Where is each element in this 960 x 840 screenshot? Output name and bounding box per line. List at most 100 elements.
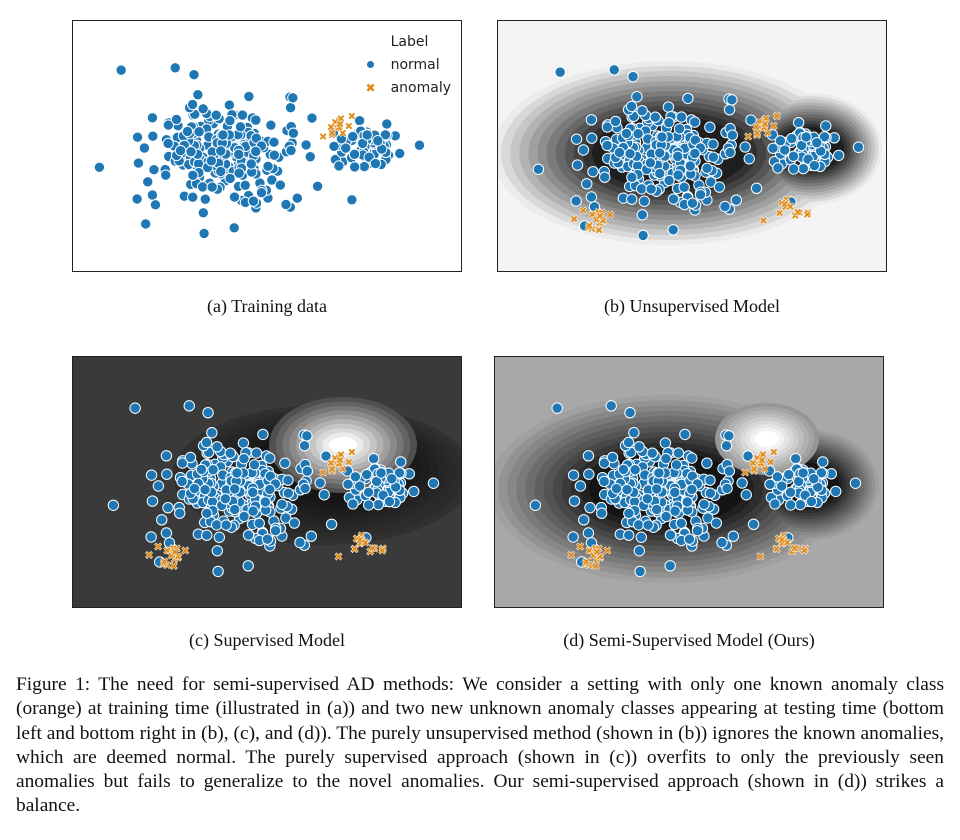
normal-point (247, 486, 259, 499)
normal-point (280, 512, 292, 524)
anomaly-point: ✖ (598, 215, 607, 228)
normal-point (694, 189, 707, 201)
anomaly-point: ✖ (803, 209, 812, 222)
normal-point (747, 518, 760, 531)
anomaly-point: ✖ (335, 454, 344, 467)
normal-point (654, 147, 666, 159)
normal-point (160, 527, 173, 539)
normal-point (146, 495, 159, 507)
normal-point (808, 159, 821, 172)
normal-point (224, 114, 236, 127)
normal-point (264, 452, 276, 464)
normal-point (627, 70, 639, 83)
normal-point (383, 495, 396, 508)
anomaly-point: ✖ (763, 127, 772, 140)
normal-point (243, 90, 255, 103)
normal-point (670, 459, 683, 471)
normal-point (719, 200, 731, 213)
normal-point (305, 530, 318, 542)
anomaly-point: ✖ (355, 534, 364, 547)
normal-point (613, 146, 626, 159)
anomaly-point: ✖ (778, 537, 787, 550)
anomaly-point: ✖ (594, 206, 603, 219)
density-contour (329, 437, 357, 453)
normal-point (205, 155, 218, 167)
normal-point (131, 131, 144, 143)
normal-point (705, 176, 717, 188)
normal-point (713, 181, 726, 193)
normal-point (617, 463, 630, 476)
anomaly-point: ✖ (356, 537, 365, 550)
normal-point (186, 98, 199, 111)
anomaly-point: ✖ (761, 113, 770, 126)
anomaly-point: ✖ (772, 543, 781, 556)
anomaly-point: ✖ (356, 533, 365, 546)
normal-point (132, 157, 145, 169)
normal-point (570, 133, 583, 145)
normal-point (620, 127, 633, 140)
normal-point (285, 144, 297, 157)
anomaly-point: ✖ (752, 129, 761, 142)
normal-point (583, 468, 595, 480)
anomaly-point: ✖ (335, 450, 344, 463)
normal-point (187, 169, 199, 182)
anomaly-point: ✖ (326, 457, 335, 470)
anomaly-point: ✖ (756, 457, 765, 470)
normal-point (598, 475, 610, 488)
anomaly-point: ✖ (366, 546, 375, 559)
normal-point (624, 148, 636, 160)
anomaly-point: ✖ (169, 542, 178, 555)
normal-point (704, 121, 716, 133)
normal-point (261, 533, 274, 545)
normal-point (408, 485, 420, 498)
legend: Label normal ✖ anomaly (351, 31, 451, 99)
anomaly-point: ✖ (744, 130, 753, 143)
normal-point (188, 482, 201, 495)
anomaly-point: ✖ (788, 546, 797, 559)
normal-point (636, 209, 649, 221)
normal-point (183, 400, 195, 412)
anomaly-point: ✖ (167, 549, 176, 562)
anomaly-point: ✖ (781, 201, 790, 214)
normal-point (818, 131, 831, 143)
normal-point (785, 196, 797, 208)
normal-point (852, 141, 865, 153)
normal-point (724, 146, 736, 159)
normal-point (341, 465, 354, 477)
normal-point (298, 439, 311, 452)
normal-point (641, 493, 654, 505)
anomaly-point: ✖ (575, 540, 584, 553)
normal-point (379, 129, 392, 141)
anomaly-point: ✖ (756, 551, 765, 564)
normal-point (675, 111, 688, 123)
normal-point (266, 174, 278, 186)
normal-point (830, 485, 842, 498)
contour-plot-d: ✖✖✖✖✖✖✖✖✖✖ ✖✖✖✖✖✖✖✖✖✖✖ ✖ ✖✖✖✖ ✖✖✖✖ ✖✖✖✖✖✖✖✖✖✖… (495, 357, 883, 607)
anomaly-point: ✖ (769, 120, 778, 133)
normal-point (787, 150, 800, 163)
normal-point (161, 468, 173, 480)
anomaly-point: ✖ (581, 557, 590, 570)
normal-point (601, 121, 614, 133)
anomaly-point: ✖ (585, 220, 594, 233)
normal-point (245, 158, 257, 170)
normal-point (820, 120, 832, 132)
normal-point (215, 165, 227, 178)
normal-point (574, 480, 587, 492)
normal-point (115, 64, 127, 76)
normal-point (808, 473, 820, 485)
normal-point (567, 531, 579, 543)
normal-point (162, 501, 174, 514)
anomaly-point: ✖ (780, 198, 789, 211)
normal-point (656, 131, 668, 143)
normal-point (739, 141, 751, 153)
anomaly-point: ✖ (595, 551, 604, 564)
normal-point (229, 483, 241, 495)
normal-point (587, 165, 599, 178)
normal-point (631, 91, 643, 103)
normal-point (745, 114, 757, 126)
normal-point (707, 138, 719, 150)
normal-point (287, 92, 299, 104)
normal-point (805, 495, 818, 508)
density-contour (755, 431, 779, 447)
